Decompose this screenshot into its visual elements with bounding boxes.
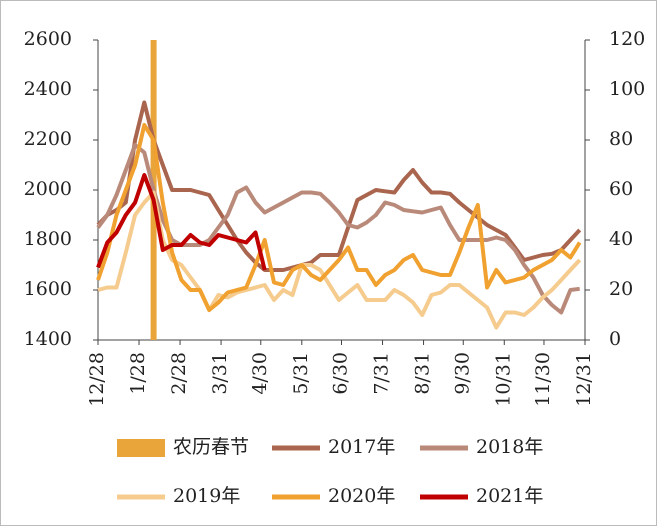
- legend-label: 2017年: [328, 436, 395, 458]
- y-tick-label: 2000: [24, 178, 72, 200]
- y-tick-label: 1600: [24, 278, 72, 300]
- legend-label: 2021年: [476, 485, 543, 507]
- legend-label: 农历春节: [173, 436, 249, 458]
- y2-tick-label: 80: [609, 128, 633, 150]
- x-tick-label: 4/30: [249, 352, 271, 395]
- y-tick-label: 2600: [24, 28, 72, 50]
- x-tick-label: 3/31: [209, 352, 231, 395]
- y2-tick-label: 40: [609, 228, 633, 250]
- x-tick-label: 12/28: [86, 352, 108, 407]
- y2-tick-label: 0: [609, 328, 621, 350]
- legend-label: 2020年: [328, 485, 395, 507]
- y-tick-label: 1400: [24, 328, 72, 350]
- x-tick-label: 10/31: [492, 352, 514, 407]
- y2-tick-label: 20: [609, 278, 633, 300]
- series-line: [97, 190, 582, 330]
- legend-swatch: [117, 439, 165, 457]
- x-tick-label: 11/30: [532, 352, 554, 407]
- x-tick-label: 6/30: [330, 352, 352, 395]
- x-tick-label: 2/28: [168, 352, 190, 395]
- x-tick-label: 5/31: [290, 352, 312, 395]
- legend-label: 2018年: [476, 436, 543, 458]
- series-line: [96, 100, 582, 272]
- x-tick-label: 1/28: [127, 352, 149, 395]
- y-tick-label: 2200: [24, 128, 72, 150]
- series-line: [96, 123, 582, 312]
- series-line: [96, 143, 580, 315]
- y2-tick-label: 60: [609, 178, 633, 200]
- y2-tick-label: 120: [609, 28, 645, 50]
- series-line: [96, 173, 267, 271]
- legend-label: 2019年: [173, 485, 240, 507]
- y2-tick-label: 100: [609, 78, 645, 100]
- x-tick-label: 8/31: [412, 352, 434, 395]
- y-tick-label: 1800: [24, 228, 72, 250]
- x-tick-label: 12/31: [573, 352, 595, 407]
- x-tick-label: 7/31: [371, 352, 393, 395]
- y-tick-label: 2400: [24, 78, 72, 100]
- x-tick-label: 9/30: [451, 352, 473, 395]
